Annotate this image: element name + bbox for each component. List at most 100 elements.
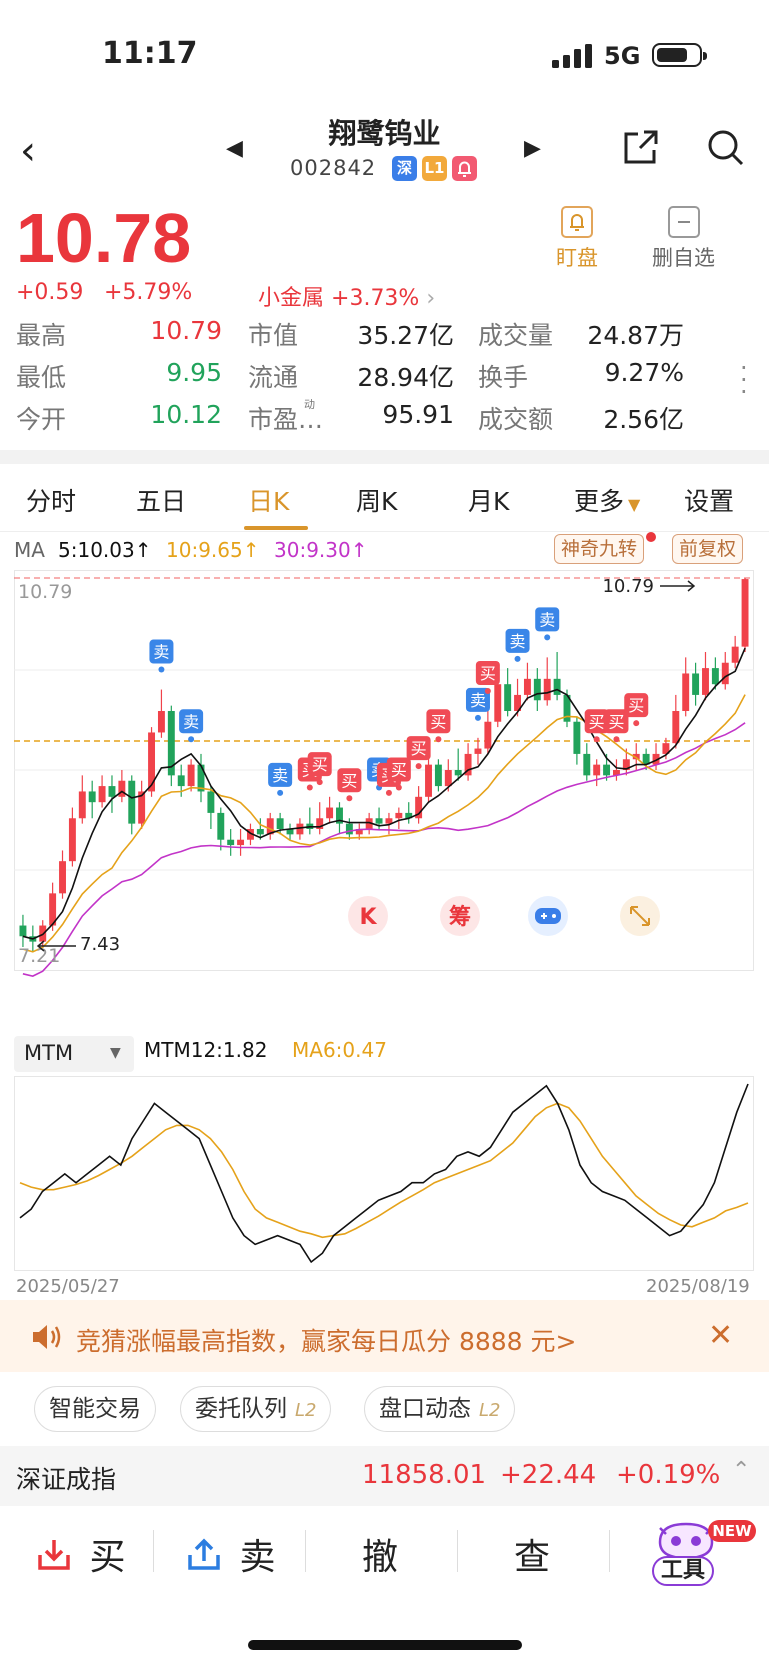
candle <box>702 652 709 701</box>
close-icon[interactable]: ✕ <box>708 1318 734 1353</box>
adjust-toggle[interactable]: 前复权 <box>672 534 744 564</box>
candle-body <box>266 818 274 835</box>
tab-five-day[interactable]: 五日 <box>136 487 187 516</box>
stats-row: 今开 10.12 市盈… 动 95.91 成交额 2.56亿 <box>0 398 769 444</box>
candle <box>316 802 324 835</box>
speaker-icon <box>33 1325 61 1349</box>
mtm-frame <box>14 1076 754 1271</box>
ma30-line <box>22 722 746 977</box>
promo-banner[interactable] <box>0 1300 769 1372</box>
svg-text:买: 买 <box>411 739 427 758</box>
watch-button[interactable]: 盯盘 <box>556 206 598 272</box>
tab-daily-k[interactable]: 日K <box>248 487 290 516</box>
divider <box>153 1530 154 1572</box>
buy-signal: 买 <box>426 709 451 743</box>
order-book-chip[interactable]: 盘口动态 L2 <box>364 1386 516 1432</box>
search-icon[interactable] <box>706 128 746 168</box>
svg-text:卖: 卖 <box>470 691 486 710</box>
tools-button[interactable]: 工具 NEW <box>646 1520 756 1592</box>
candle-body <box>217 812 225 840</box>
remove-watchlist-button[interactable]: 删自选 <box>652 206 715 272</box>
order-queue-chip[interactable]: 委托队列 L2 <box>180 1386 332 1432</box>
candle <box>464 743 472 781</box>
expand-icon[interactable] <box>620 896 660 936</box>
stat-value: 24.87万 <box>587 321 684 350</box>
stat-label: 最高 <box>16 321 67 350</box>
home-indicator <box>248 1640 522 1650</box>
back-icon[interactable]: ‹ <box>20 128 36 174</box>
candle <box>118 770 126 803</box>
tab-intraday[interactable]: 分时 <box>26 487 77 516</box>
candle <box>632 743 640 770</box>
k-button[interactable]: K <box>348 896 388 936</box>
tab-more[interactable]: 更多 ▼ <box>574 487 641 516</box>
alert-bell-icon[interactable] <box>452 156 477 181</box>
candle-body <box>553 678 561 695</box>
candle <box>19 914 27 947</box>
tab-settings[interactable]: 设置 <box>684 487 735 516</box>
candle <box>207 786 215 829</box>
candle <box>306 807 314 835</box>
candle-body <box>207 791 215 813</box>
upload-icon <box>188 1538 220 1570</box>
mtm-chart[interactable] <box>14 1076 754 1272</box>
index-strip[interactable] <box>0 1446 769 1506</box>
query-button[interactable]: 查 <box>514 1537 551 1578</box>
candle-body <box>256 828 264 835</box>
candle-body <box>642 753 650 765</box>
candle-body <box>484 721 492 749</box>
prev-stock-icon[interactable]: ◀ <box>226 136 243 161</box>
sector-link[interactable]: 小金属 +3.73% › <box>258 280 435 312</box>
last-price: 10.78 <box>16 199 192 277</box>
candle <box>405 802 413 824</box>
indicator-selector[interactable]: MTM ▼ <box>14 1036 134 1072</box>
status-time: 11:17 <box>102 36 198 71</box>
candle-body <box>197 764 205 792</box>
share-icon[interactable] <box>622 128 660 166</box>
candle-body <box>444 770 452 787</box>
dropdown-icon: ▼ <box>110 1045 121 1061</box>
chevron-up-icon[interactable]: ⌃ <box>732 1458 751 1483</box>
candle-body <box>612 770 620 776</box>
mtm-ma6-line <box>19 1102 749 1239</box>
candle-body <box>138 791 146 824</box>
network-type: 5G <box>604 42 641 70</box>
candle-body <box>68 818 76 862</box>
sell-signal: 卖 <box>505 628 530 662</box>
sell-button[interactable]: 卖 <box>186 1528 275 1580</box>
chip-distribution-button[interactable]: 筹 <box>440 896 480 936</box>
svg-text:K: K <box>359 905 377 930</box>
next-stock-icon[interactable]: ▶ <box>524 136 541 161</box>
candle <box>415 786 423 824</box>
buy-signal: 买 <box>624 693 649 727</box>
smart-trade-chip[interactable]: 智能交易 <box>34 1386 156 1432</box>
candle <box>256 818 264 840</box>
banner-text[interactable]: 竞猜涨幅最高指数，赢家每日瓜分 8888 元> <box>76 1327 577 1356</box>
candle-body <box>741 579 749 647</box>
candle-body <box>434 764 442 787</box>
candle <box>296 818 304 840</box>
divider <box>609 1530 610 1572</box>
candle <box>731 635 739 669</box>
tab-monthly-k[interactable]: 月K <box>468 487 510 516</box>
chevron-right-icon: › <box>426 286 436 311</box>
candle-body <box>405 812 413 819</box>
stat-label: 最低 <box>16 363 67 392</box>
game-icon[interactable] <box>528 896 568 936</box>
tab-weekly-k[interactable]: 周K <box>356 487 398 516</box>
more-vertical-icon[interactable]: · · · <box>740 354 748 406</box>
stat-label: 成交额 <box>478 405 554 434</box>
index-name: 深证成指 <box>16 1465 117 1494</box>
cancel-order-button[interactable]: 撤 <box>362 1537 399 1578</box>
candle-body <box>19 925 27 937</box>
candle-body <box>108 786 116 797</box>
nine-turn-toggle[interactable]: 神奇九转 <box>554 534 645 564</box>
candle <box>187 759 195 792</box>
arrow-icon <box>660 580 696 592</box>
stock-name: 翔鹭钨业 <box>328 117 441 150</box>
date-end: 2025/08/19 <box>646 1276 750 1297</box>
candle <box>593 759 601 787</box>
buy-button[interactable]: 买 <box>36 1528 125 1580</box>
candle-body <box>662 743 670 754</box>
